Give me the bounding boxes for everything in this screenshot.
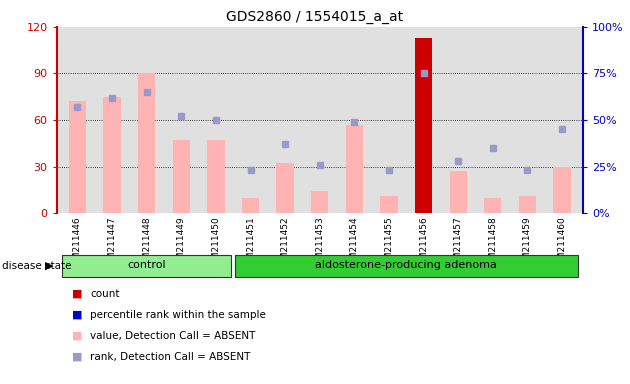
Bar [450,171,467,213]
Bar [484,198,501,213]
Bar [235,255,578,277]
Text: percentile rank within the sample: percentile rank within the sample [90,310,266,320]
Text: count: count [90,289,120,299]
Text: aldosterone-producing adenoma: aldosterone-producing adenoma [315,260,497,270]
Bar [415,38,432,213]
Text: rank, Detection Call = ABSENT: rank, Detection Call = ABSENT [90,352,251,362]
Bar [69,101,86,213]
Bar [311,191,328,213]
Text: ■: ■ [72,331,83,341]
Bar [277,164,294,213]
Text: ▶: ▶ [45,261,54,271]
Bar [346,125,363,213]
Bar [381,196,398,213]
Text: disease state: disease state [2,261,71,271]
Bar [138,73,156,213]
Bar [173,140,190,213]
Bar [103,97,121,213]
Bar [553,167,571,213]
Text: value, Detection Call = ABSENT: value, Detection Call = ABSENT [90,331,256,341]
Bar [518,196,536,213]
Text: control: control [127,260,166,270]
Text: ■: ■ [72,310,83,320]
Text: ■: ■ [72,289,83,299]
Text: GDS2860 / 1554015_a_at: GDS2860 / 1554015_a_at [226,10,404,23]
Bar [207,140,224,213]
Text: ■: ■ [72,352,83,362]
Bar [62,255,231,277]
Bar [242,198,259,213]
